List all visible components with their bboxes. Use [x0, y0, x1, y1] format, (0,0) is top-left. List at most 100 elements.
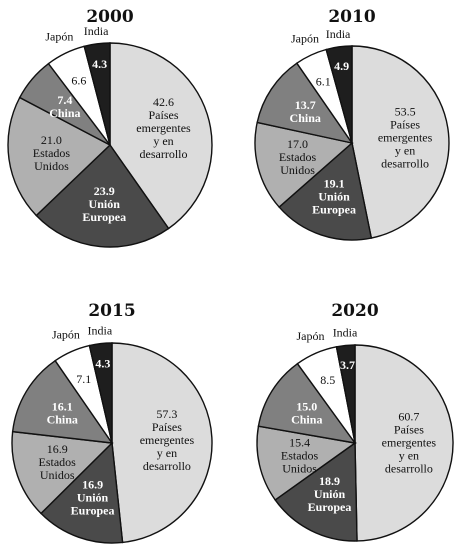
- slice-value: 23.9: [94, 184, 115, 198]
- pie-2020: 2020 60.7 Países emergentes y en desarrollo 18…: [256, 301, 454, 542]
- slice-name-line: Europea: [312, 202, 356, 216]
- pie-title: 2015: [88, 301, 135, 321]
- slice-value: 53.5: [395, 105, 416, 119]
- slice-paises-emergentes-y-en-desarrollo: [351, 45, 450, 239]
- slice-value: 16.1: [52, 400, 73, 414]
- pie-title: 2010: [328, 7, 375, 27]
- slice-value-india: 4.9: [334, 59, 349, 73]
- pie-title: 2020: [331, 301, 378, 321]
- slice-name-line: desarrollo: [140, 147, 188, 161]
- slice-label-union-europea: 19.1 Unión Europea: [312, 176, 356, 216]
- slice-paises-emergentes-y-en-desarrollo: [109, 42, 213, 230]
- slice-value: 21.0: [41, 133, 62, 147]
- slice-label-china: 7.4 China: [49, 93, 80, 120]
- slice-name-line: desarrollo: [385, 461, 433, 475]
- slice-india: [335, 344, 356, 444]
- slice-label-estados-unidos: 16.9 Estados Unidos: [39, 442, 77, 482]
- slice-name-line: Estados: [279, 150, 317, 164]
- slice-value: 16.9: [82, 478, 103, 492]
- slice-value: 57.3: [156, 407, 177, 421]
- slice-name-line: emergentes: [136, 121, 191, 135]
- slice-union-europea: [40, 441, 124, 544]
- slice-union-europea: [274, 441, 358, 542]
- slice-name-line: Europea: [308, 500, 352, 514]
- slice-union-europea: [278, 141, 373, 241]
- slice-value-india: 3.7: [340, 358, 355, 372]
- slice-china: [256, 62, 354, 145]
- slice-name-india: India: [326, 27, 351, 41]
- pie-2015: 2015 57.3 Países emergentes y en desarrollo 16…: [11, 301, 213, 544]
- slice-estados-unidos: [256, 425, 357, 501]
- slice-value-japon: 6.1: [316, 74, 331, 88]
- slice-label-union-europea: 16.9 Unión Europea: [71, 478, 115, 518]
- slice-label-paises-emergentes-y-en-desarrollo: 57.3 Países emergentes y en desarrollo: [140, 407, 195, 473]
- slice-union-europea: [35, 143, 170, 248]
- slice-china: [11, 359, 114, 444]
- slice-label-china: 15.0 China: [291, 399, 322, 426]
- slice-value: 16.9: [47, 442, 68, 456]
- slice-value: 60.7: [398, 409, 419, 423]
- slice-label-union-europea: 18.9 Unión Europea: [308, 474, 352, 514]
- slice-india: [83, 42, 111, 146]
- slice-name-line: Países: [390, 118, 420, 132]
- slice-value: 7.4: [57, 93, 72, 107]
- slice-value: 13.7: [295, 98, 316, 112]
- slice-name-line: Europea: [82, 210, 126, 224]
- slice-name-line: China: [49, 106, 80, 120]
- slice-name-line: y en: [157, 446, 177, 460]
- slice-name-line: desarrollo: [381, 157, 429, 171]
- slice-value-india: 4.3: [92, 57, 107, 71]
- slice-estados-unidos: [7, 96, 112, 217]
- slice-paises-emergentes-y-en-desarrollo: [111, 342, 213, 544]
- slice-label-union-europea: 23.9 Unión Europea: [82, 184, 126, 224]
- slice-value-japon: 6.6: [71, 74, 86, 88]
- slice-name-japon: Japón: [291, 31, 319, 45]
- slice-label-paises-emergentes-y-en-desarrollo: 60.7 Países emergentes y en desarrollo: [382, 409, 437, 475]
- slice-name-line: Estados: [33, 146, 71, 160]
- slice-name-japon: Japón: [52, 328, 80, 342]
- slice-name-line: Europea: [71, 504, 115, 518]
- slice-name-line: Estados: [281, 449, 319, 463]
- slice-name-japon: Japón: [296, 329, 324, 343]
- slice-name-line: Estados: [39, 455, 77, 469]
- slice-name-line: y en: [153, 134, 173, 148]
- slice-name-line: Unidos: [34, 159, 69, 173]
- slice-paises-emergentes-y-en-desarrollo: [354, 344, 454, 542]
- slice-label-paises-emergentes-y-en-desarrollo: 42.6 Países emergentes y en desarrollo: [136, 95, 191, 161]
- slice-name-line: China: [47, 413, 78, 427]
- slice-name-line: Unión: [89, 197, 121, 211]
- slice-india: [325, 45, 353, 144]
- slice-estados-unidos: [254, 121, 354, 209]
- slice-name-line: y en: [399, 448, 419, 462]
- slice-value-japon: 7.1: [76, 372, 91, 386]
- slice-label-estados-unidos: 15.4 Estados Unidos: [281, 436, 319, 476]
- slice-name-india: India: [84, 24, 109, 38]
- slice-label-china: 13.7 China: [290, 98, 321, 125]
- slice-value: 15.4: [289, 436, 310, 450]
- slice-name-india: India: [333, 325, 358, 339]
- slice-value: 15.0: [296, 399, 317, 413]
- slice-name-line: China: [290, 111, 321, 125]
- slice-estados-unidos: [11, 430, 114, 515]
- slice-name-line: emergentes: [140, 433, 195, 447]
- slice-label-china: 16.1 China: [47, 400, 78, 427]
- slice-label-estados-unidos: 21.0 Estados Unidos: [33, 133, 71, 173]
- slice-value-japon: 8.5: [320, 373, 335, 387]
- pie-2010: 2010 53.5 Países emergentes y en desarrollo 19…: [254, 7, 450, 241]
- slice-value: 17.0: [287, 137, 308, 151]
- slice-name-line: y en: [395, 144, 415, 158]
- slice-label-paises-emergentes-y-en-desarrollo: 53.5 Países emergentes y en desarrollo: [378, 105, 433, 171]
- slice-name-india: India: [88, 324, 113, 338]
- slice-name-line: Países: [394, 422, 424, 436]
- slice-name-line: Unión: [77, 491, 109, 505]
- slice-china: [257, 362, 357, 444]
- slice-india: [88, 342, 113, 444]
- slice-name-line: emergentes: [378, 131, 433, 145]
- slice-value-india: 4.3: [95, 357, 110, 371]
- slice-name-line: emergentes: [382, 435, 437, 449]
- slice-value: 18.9: [319, 474, 340, 488]
- slice-name-japon: Japón: [45, 30, 73, 44]
- slice-name-line: Unidos: [282, 462, 317, 476]
